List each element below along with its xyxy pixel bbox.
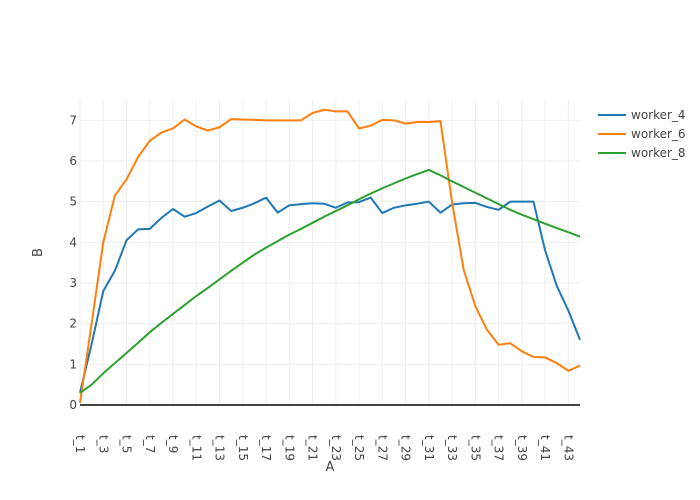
x-tick-label: t_11: [189, 435, 203, 461]
legend-label: worker_6: [631, 127, 686, 141]
x-tick-label: t_27: [375, 435, 389, 461]
series-line-worker_6[interactable]: [79, 108, 581, 404]
x-tick-label: t_35: [468, 435, 482, 461]
axes: 0 1 2 3 4 5 6 7 t_1 t_3 t_5 t_7 t_9 t_11 t_13 t_15 t_17 t…: [69, 113, 580, 461]
legend-item-worker_6[interactable]: worker_6: [598, 127, 686, 141]
y-tick-label: 3: [69, 276, 77, 290]
x-tick-label: t_29: [399, 435, 413, 461]
series-group: [79, 108, 581, 404]
x-tick-label: t_1: [73, 435, 87, 453]
grid: [79, 100, 580, 405]
x-tick-label: t_15: [236, 435, 250, 461]
x-tick-label: t_21: [306, 435, 320, 461]
x-tick-label: t_3: [96, 435, 110, 453]
legend-item-worker_8[interactable]: worker_8: [598, 146, 686, 160]
x-tick-label: t_23: [329, 435, 343, 461]
x-tick-label: t_39: [515, 435, 529, 461]
x-tick-label: t_31: [422, 435, 436, 461]
legend-label: worker_8: [631, 146, 686, 160]
x-tick-label: t_9: [166, 435, 180, 453]
y-tick-label: 6: [69, 154, 77, 168]
legend-item-worker_4[interactable]: worker_4: [598, 108, 686, 122]
x-tick-label: t_43: [561, 435, 575, 461]
x-tick-label: t_17: [259, 435, 273, 461]
legend-label: worker_4: [631, 108, 686, 122]
y-tick-label: 7: [69, 113, 77, 127]
y-axis-title: B: [31, 248, 46, 257]
x-tick-label: t_13: [213, 435, 227, 461]
x-tick-label: t_37: [492, 435, 506, 461]
x-tick-label: t_7: [143, 435, 157, 453]
y-tick-label: 1: [69, 357, 77, 371]
series-line-worker_4[interactable]: [79, 196, 581, 394]
y-tick-label: 5: [69, 195, 77, 209]
y-tick-label: 0: [69, 398, 77, 412]
x-tick-label: t_25: [352, 435, 366, 461]
x-axis-title: A: [326, 460, 335, 475]
x-tick-label: t_41: [538, 435, 552, 461]
series-line-worker_8[interactable]: [79, 168, 581, 394]
legend[interactable]: worker_4 worker_6 worker_8: [598, 108, 686, 160]
x-tick-label: t_33: [445, 435, 459, 461]
x-tick-label: t_5: [120, 435, 134, 453]
x-tick-label: t_19: [282, 435, 296, 461]
y-tick-label: 4: [69, 235, 77, 249]
y-tick-label: 2: [69, 317, 77, 331]
